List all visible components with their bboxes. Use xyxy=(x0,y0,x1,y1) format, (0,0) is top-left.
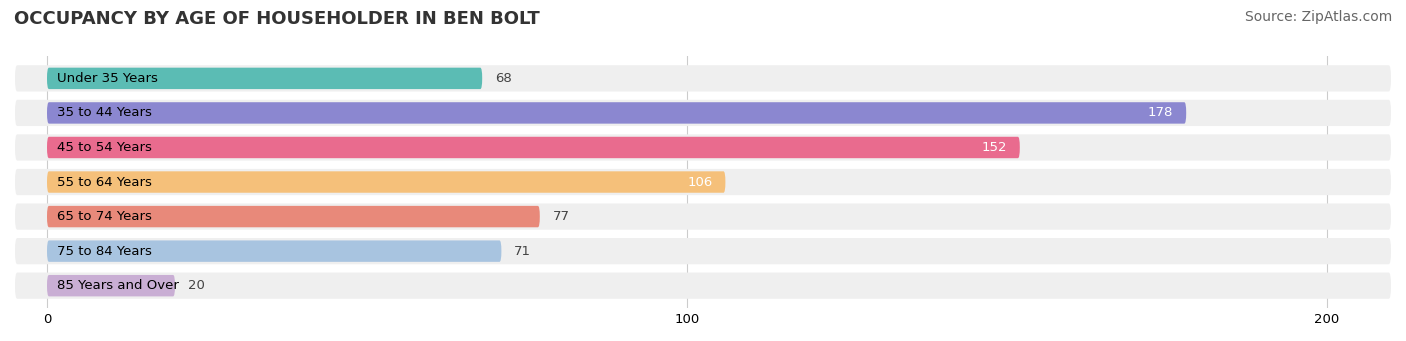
FancyBboxPatch shape xyxy=(15,65,1391,91)
Text: 65 to 74 Years: 65 to 74 Years xyxy=(56,210,152,223)
Text: 85 Years and Over: 85 Years and Over xyxy=(56,279,179,292)
FancyBboxPatch shape xyxy=(46,137,1019,158)
Text: 152: 152 xyxy=(981,141,1007,154)
FancyBboxPatch shape xyxy=(46,171,725,193)
FancyBboxPatch shape xyxy=(46,275,174,296)
Text: 68: 68 xyxy=(495,72,512,85)
FancyBboxPatch shape xyxy=(46,206,540,227)
Text: 55 to 64 Years: 55 to 64 Years xyxy=(56,176,152,189)
FancyBboxPatch shape xyxy=(15,169,1391,195)
Text: OCCUPANCY BY AGE OF HOUSEHOLDER IN BEN BOLT: OCCUPANCY BY AGE OF HOUSEHOLDER IN BEN B… xyxy=(14,10,540,28)
Text: 45 to 54 Years: 45 to 54 Years xyxy=(56,141,152,154)
Text: 106: 106 xyxy=(688,176,713,189)
Text: Under 35 Years: Under 35 Years xyxy=(56,72,157,85)
FancyBboxPatch shape xyxy=(15,100,1391,126)
Text: 75 to 84 Years: 75 to 84 Years xyxy=(56,244,152,258)
FancyBboxPatch shape xyxy=(46,240,502,262)
Text: 77: 77 xyxy=(553,210,569,223)
Text: Source: ZipAtlas.com: Source: ZipAtlas.com xyxy=(1244,10,1392,24)
FancyBboxPatch shape xyxy=(15,134,1391,161)
Text: 20: 20 xyxy=(188,279,205,292)
Text: 35 to 44 Years: 35 to 44 Years xyxy=(56,106,152,119)
Text: 71: 71 xyxy=(515,244,531,258)
FancyBboxPatch shape xyxy=(15,272,1391,299)
FancyBboxPatch shape xyxy=(15,204,1391,230)
FancyBboxPatch shape xyxy=(46,102,1187,124)
FancyBboxPatch shape xyxy=(15,238,1391,264)
Text: 178: 178 xyxy=(1149,106,1174,119)
FancyBboxPatch shape xyxy=(46,68,482,89)
